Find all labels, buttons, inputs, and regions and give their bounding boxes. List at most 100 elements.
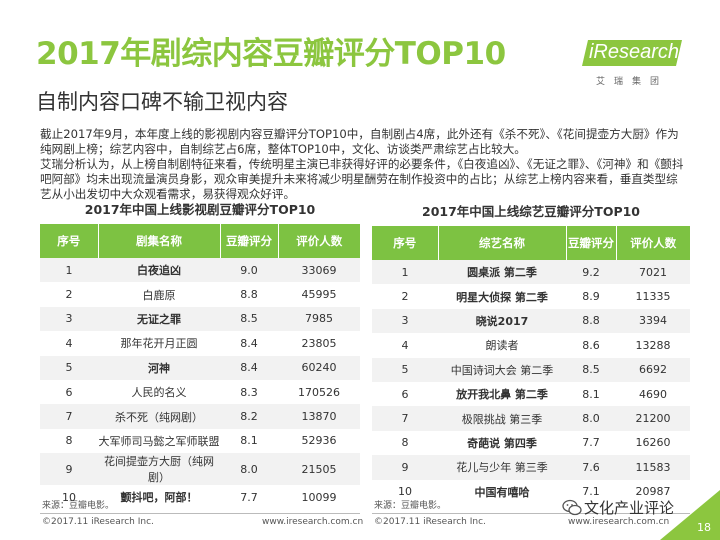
votes-cell: 33069	[278, 258, 360, 283]
table-row: 6 放开我北鼻 第二季 8.1 4690	[372, 381, 690, 407]
drama-table-header-row: 序号 剧集名称 豆瓣评分 评价人数	[40, 224, 360, 258]
footer-divider-right	[372, 513, 690, 514]
score-cell: 9.0	[220, 258, 278, 283]
footer-url-left: www.iresearch.com.cn	[262, 517, 364, 527]
name-cell: 河神	[98, 355, 220, 380]
votes-cell: 60240	[278, 355, 360, 380]
votes-cell: 7021	[616, 260, 690, 285]
table-row: 4 那年花开月正圆 8.4 23805	[40, 331, 360, 356]
score-cell: 8.4	[220, 331, 278, 356]
table-row: 2 白鹿原 8.8 45995	[40, 282, 360, 307]
rank-cell: 6	[40, 379, 98, 405]
column-header-review-count: 评价人数	[278, 224, 360, 258]
name-cell: 朗读者	[438, 333, 566, 358]
score-cell: 9.2	[566, 260, 616, 285]
footer-url-right: www.iresearch.com.cn	[568, 517, 670, 527]
votes-cell: 45995	[278, 282, 360, 307]
variety-ranking-table: 序号 综艺名称 豆瓣评分 评价人数 1 圆桌派 第二季 9.2 7021 2 明星大侦探 …	[372, 226, 690, 504]
table-row: 8 大军师司马懿之军师联盟 8.1 52936	[40, 428, 360, 454]
score-cell: 8.1	[220, 428, 278, 454]
intro-text: 截止2017年9月，本年度上线的影视剧内容豆瓣评分TOP10中，自制剧占4席，此…	[40, 127, 688, 202]
name-cell: 中国有嘻哈	[438, 479, 566, 504]
score-cell: 8.4	[220, 355, 278, 380]
drama-source-note: 来源：豆瓣电影。	[42, 501, 115, 511]
table-row: 9 花儿与少年 第三季 7.6 11583	[372, 455, 690, 480]
page-corner-triangle	[660, 490, 720, 540]
score-cell: 8.0	[220, 453, 278, 486]
name-cell: 那年花开月正圆	[98, 331, 220, 356]
wechat-watermark: 文化产业评论	[562, 497, 712, 519]
column-header-douban-score: 豆瓣评分	[566, 226, 617, 260]
score-cell: 8.5	[220, 306, 278, 332]
score-cell: 7.6	[566, 455, 616, 480]
footer-copyright-right: ©2017.11 iResearch Inc.	[374, 517, 486, 527]
score-cell: 8.5	[566, 357, 616, 382]
name-cell: 极限挑战 第三季	[438, 406, 566, 431]
votes-cell: 21200	[616, 406, 690, 431]
votes-cell: 20987	[616, 479, 690, 504]
name-cell: 花儿与少年 第三季	[438, 455, 566, 480]
table-row: 10 颤抖吧，阿部！ 7.7 10099	[40, 485, 360, 510]
name-cell: 人民的名义	[98, 379, 220, 405]
intro-paragraph-1: 截止2017年9月，本年度上线的影视剧内容豆瓣评分TOP10中，自制剧占4席，此…	[40, 127, 679, 156]
column-header-rank: 序号	[372, 226, 439, 260]
rank-cell: 5	[40, 355, 98, 380]
wechat-icon	[562, 499, 582, 516]
rank-cell: 1	[372, 260, 438, 285]
column-header-douban-score: 豆瓣评分	[220, 224, 279, 258]
rank-cell: 8	[40, 428, 98, 454]
column-header-review-count: 评价人数	[616, 226, 690, 260]
variety-table-header-row: 序号 综艺名称 豆瓣评分 评价人数	[372, 226, 690, 260]
logo-tagline: 艾瑞集团	[596, 77, 669, 87]
page-number: 18	[697, 521, 711, 534]
votes-cell: 11583	[616, 455, 690, 480]
rank-cell: 1	[40, 258, 98, 283]
table-row: 10 中国有嘻哈 7.1 20987	[372, 479, 690, 504]
table-row: 8 奇葩说 第四季 7.7 16260	[372, 430, 690, 456]
score-cell: 8.1	[566, 381, 616, 407]
name-cell: 杀不死（纯网剧）	[98, 404, 220, 429]
rank-cell: 7	[40, 404, 98, 429]
votes-cell: 170526	[278, 379, 360, 405]
footer-divider-left	[40, 513, 360, 514]
logo-badge-shape	[582, 40, 682, 66]
name-cell: 颤抖吧，阿部！	[98, 485, 220, 510]
name-cell: 奇葩说 第四季	[438, 430, 566, 456]
table-row: 2 明星大侦探 第二季 8.9 11335	[372, 284, 690, 309]
score-cell: 7.7	[566, 430, 616, 456]
votes-cell: 52936	[278, 428, 360, 454]
votes-cell: 13870	[278, 404, 360, 429]
score-cell: 8.2	[220, 404, 278, 429]
name-cell: 圆桌派 第二季	[438, 260, 566, 285]
votes-cell: 7985	[278, 306, 360, 332]
drama-ranking-table: 序号 剧集名称 豆瓣评分 评价人数 1 白夜追凶 9.0 33069 2 白鹿原 8.8 45…	[40, 224, 360, 510]
table-row: 4 朗读者 8.6 13288	[372, 333, 690, 358]
drama-table-body: 1 白夜追凶 9.0 33069 2 白鹿原 8.8 45995 3 无证之罪 8.5 7985 4 那年…	[40, 258, 360, 510]
votes-cell: 23805	[278, 331, 360, 356]
variety-source-note: 来源：豆瓣电影。	[374, 501, 447, 511]
rank-cell: 5	[372, 357, 438, 382]
rank-cell: 2	[40, 282, 98, 307]
rank-cell: 2	[372, 284, 438, 309]
footer-copyright-left: ©2017.11 iResearch Inc.	[42, 517, 154, 527]
score-cell: 8.8	[220, 282, 278, 307]
table-row: 7 极限挑战 第三季 8.0 21200	[372, 406, 690, 431]
table-row: 9 花间提壶方大厨（纯网剧） 8.0 21505	[40, 453, 360, 486]
page-title: 2017年剧综内容豆瓣评分TOP10	[36, 36, 506, 72]
rank-cell: 10	[372, 479, 438, 504]
rank-cell: 6	[372, 381, 438, 407]
name-cell: 中国诗词大会 第二季	[438, 357, 566, 382]
votes-cell: 4690	[616, 381, 690, 407]
rank-cell: 9	[372, 455, 438, 480]
variety-table-title: 2017年中国上线综艺豆瓣评分TOP10	[422, 204, 640, 219]
votes-cell: 11335	[616, 284, 690, 309]
rank-cell: 8	[372, 430, 438, 456]
table-row: 3 无证之罪 8.5 7985	[40, 306, 360, 332]
votes-cell: 16260	[616, 430, 690, 456]
score-cell: 8.6	[566, 333, 616, 358]
column-header-rank: 序号	[40, 224, 99, 258]
votes-cell: 13288	[616, 333, 690, 358]
votes-cell: 21505	[278, 453, 360, 486]
votes-cell: 10099	[278, 485, 360, 510]
name-cell: 白夜追凶	[98, 258, 220, 283]
